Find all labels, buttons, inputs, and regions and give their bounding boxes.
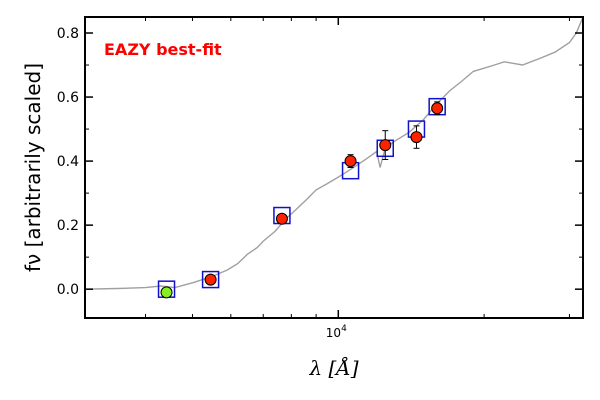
observed-photometry-point [344, 155, 357, 168]
x-tick-label: 104 [326, 324, 347, 340]
y-tick-label: 0.2 [57, 218, 79, 234]
observed-photometry-point [431, 102, 444, 115]
eazy-annotation: EAZY best-fit [104, 40, 222, 59]
observed-photometry-point [379, 139, 392, 152]
y-tick-label: 0.6 [57, 90, 79, 106]
observed-photometry-point [204, 273, 217, 286]
x-axis-label: λ [Å] [308, 355, 358, 380]
y-tick-label: 0.0 [57, 282, 79, 298]
observed-photometry-point [410, 131, 423, 144]
plot-frame [84, 16, 584, 319]
y-tick-label: 0.8 [57, 26, 79, 42]
y-tick-label: 0.4 [57, 154, 79, 170]
model-photometry-box [201, 270, 220, 289]
observed-photometry-point [160, 286, 173, 299]
points-layer [157, 97, 446, 299]
ticks-layer: 0.0 0.2 0.4 0.6 0.8 104 [57, 17, 583, 340]
observed-photometry-point [275, 212, 288, 225]
y-axis-label: fν [arbitrarily scaled] [21, 63, 45, 272]
